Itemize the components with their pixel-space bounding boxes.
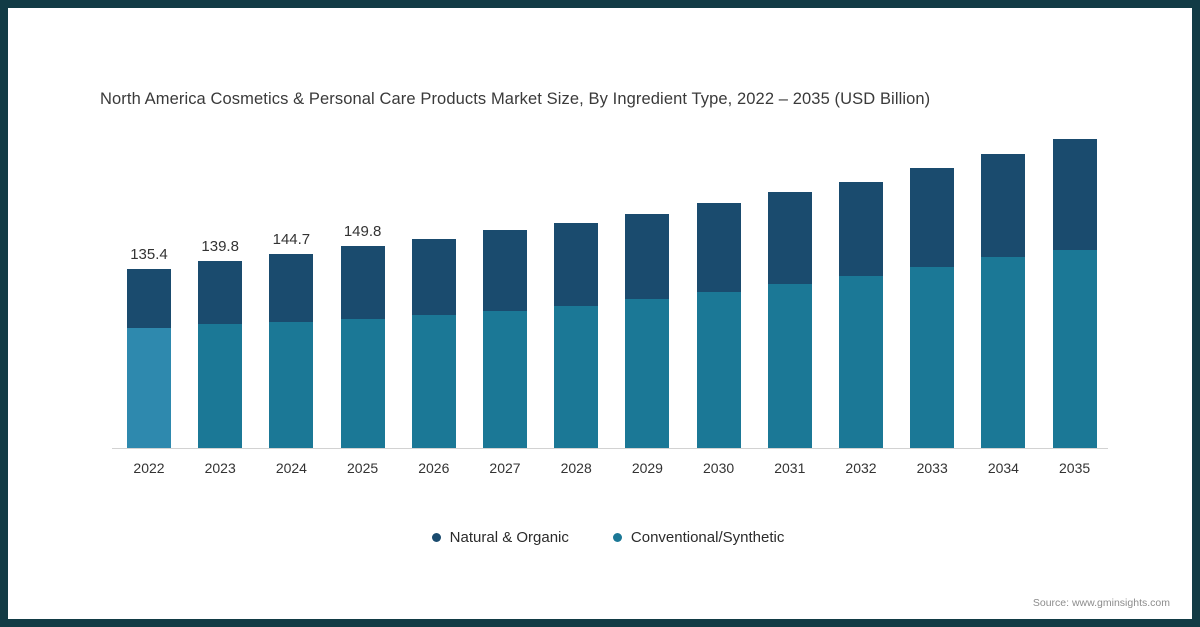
bar-segment-conventional-synthetic[interactable]: [198, 324, 243, 448]
bar-segment-conventional-synthetic[interactable]: [1052, 250, 1097, 448]
bar-segment-natural-organic[interactable]: [696, 203, 741, 292]
x-tick-2026: 2026: [418, 460, 450, 476]
x-tick-2031: 2031: [774, 460, 806, 476]
bar-2031[interactable]: [767, 192, 812, 448]
bar-segment-conventional-synthetic[interactable]: [340, 319, 385, 448]
bar-2022[interactable]: 135.4: [127, 246, 171, 448]
bar-segment-conventional-synthetic[interactable]: [696, 292, 741, 448]
x-tick-2033: 2033: [916, 460, 948, 476]
x-tick-2034: 2034: [987, 460, 1019, 476]
bar-segment-conventional-synthetic[interactable]: [411, 315, 456, 448]
bar-segment-conventional-synthetic[interactable]: [483, 311, 527, 448]
bar-2030[interactable]: [696, 203, 741, 448]
x-axis-line: [112, 448, 1108, 449]
source-attribution: Source: www.gminsights.com: [1032, 597, 1170, 609]
bar-segment-conventional-synthetic[interactable]: [910, 267, 955, 448]
bar-segment-natural-organic[interactable]: [839, 182, 883, 276]
plot-area: 135.4 139.8 144.7 149.8 2022 2023 2024 2025 202…: [8, 8, 1192, 619]
bar-segment-conventional-synthetic[interactable]: [981, 257, 1026, 448]
bar-value-label-2024: 144.7: [272, 231, 311, 248]
bar-2024[interactable]: 144.7: [269, 231, 314, 448]
bar-segment-natural-organic[interactable]: [340, 246, 385, 319]
bar-segment-natural-organic[interactable]: [198, 261, 243, 324]
bar-segment-natural-organic[interactable]: [269, 254, 314, 322]
chart-canvas: North America Cosmetics & Personal Care …: [8, 8, 1192, 619]
x-tick-2023: 2023: [204, 460, 236, 476]
legend-label: Conventional/Synthetic: [630, 529, 785, 546]
legend-label: Natural & Organic: [449, 529, 569, 546]
bar-2023[interactable]: 139.8: [198, 238, 243, 448]
bar-value-label-2025: 149.8: [343, 223, 382, 240]
page-title: North America Cosmetics & Personal Care …: [100, 90, 931, 108]
x-tick-2035: 2035: [1059, 460, 1091, 476]
bar-2032[interactable]: [839, 182, 883, 448]
bar-2033[interactable]: [910, 168, 955, 448]
x-tick-2032: 2032: [845, 460, 877, 476]
bar-value-label-2022: 135.4: [130, 246, 168, 263]
bar-segment-natural-organic[interactable]: [981, 154, 1026, 257]
bar-segment-conventional-synthetic[interactable]: [625, 299, 670, 448]
legend-item-conventional-synthetic[interactable]: Conventional/Synthetic: [612, 529, 785, 546]
bar-segment-natural-organic[interactable]: [483, 230, 527, 311]
bar-segment-conventional-synthetic[interactable]: [127, 328, 171, 448]
x-tick-2025: 2025: [347, 460, 379, 476]
bar-segment-natural-organic[interactable]: [910, 168, 955, 267]
bar-segment-natural-organic[interactable]: [767, 192, 812, 284]
bar-2025[interactable]: 149.8: [340, 223, 385, 448]
bar-segment-natural-organic[interactable]: [127, 269, 171, 328]
bar-2028[interactable]: [554, 223, 599, 448]
bar-2027[interactable]: [483, 230, 527, 448]
bar-segment-conventional-synthetic[interactable]: [839, 276, 883, 448]
x-tick-2024: 2024: [275, 460, 307, 476]
x-tick-2029: 2029: [631, 460, 663, 476]
bar-2034[interactable]: [981, 154, 1026, 448]
x-tick-2022: 2022: [133, 460, 165, 476]
legend-swatch-dot-icon: [431, 533, 441, 542]
bar-segment-natural-organic[interactable]: [1052, 139, 1097, 250]
x-tick-2027: 2027: [489, 460, 521, 476]
legend-swatch-dot-icon: [612, 533, 622, 542]
bar-segment-natural-organic[interactable]: [625, 214, 670, 299]
bar-2026[interactable]: [411, 239, 456, 448]
legend-item-natural-organic[interactable]: Natural & Organic: [431, 529, 569, 546]
bar-segment-natural-organic[interactable]: [411, 239, 456, 315]
bar-segment-natural-organic[interactable]: [554, 223, 599, 306]
chart-legend: Natural & Organic Conventional/Synthetic: [8, 529, 1192, 546]
bar-segment-conventional-synthetic[interactable]: [269, 322, 314, 448]
x-tick-2030: 2030: [703, 460, 735, 476]
bar-value-label-2023: 139.8: [201, 238, 239, 255]
bar-segment-conventional-synthetic[interactable]: [767, 284, 812, 448]
bar-2029[interactable]: [625, 214, 670, 448]
x-tick-2028: 2028: [560, 460, 592, 476]
bar-segment-conventional-synthetic[interactable]: [554, 306, 599, 448]
bar-2035[interactable]: [1052, 139, 1097, 448]
